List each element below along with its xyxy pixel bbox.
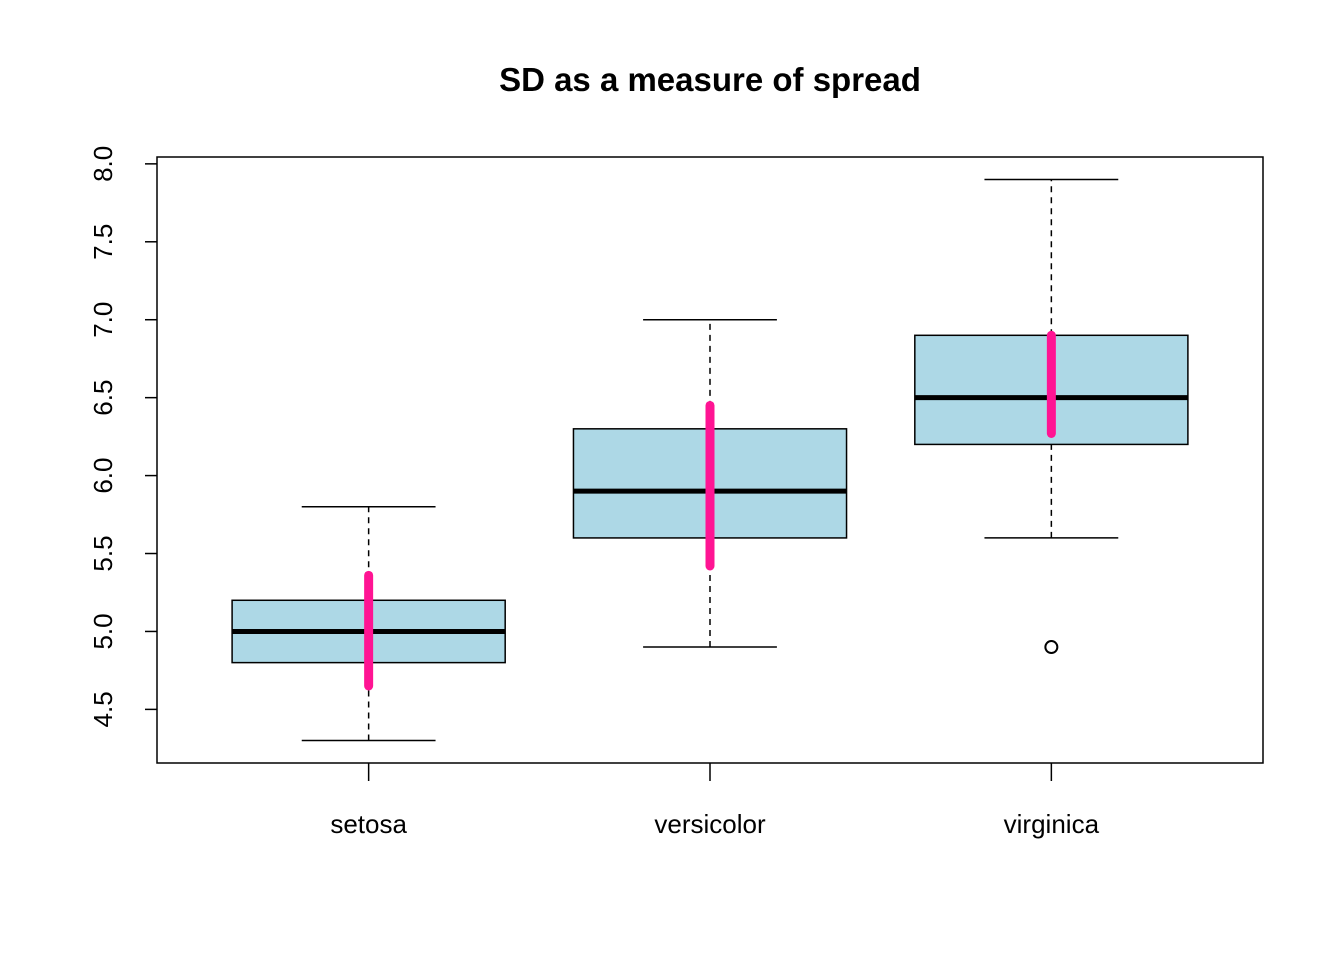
x-tick-label: virginica: [1004, 809, 1100, 839]
outlier: [1044, 640, 1059, 655]
y-tick-label: 7.5: [88, 224, 118, 260]
y-tick-label: 6.5: [88, 380, 118, 416]
y-tick-label: 5.0: [88, 613, 118, 649]
x-tick-label: versicolor: [654, 809, 766, 839]
x-tick-label: setosa: [330, 809, 407, 839]
y-tick-label: 8.0: [88, 146, 118, 182]
y-tick-label: 6.0: [88, 458, 118, 494]
y-tick-label: 7.0: [88, 302, 118, 338]
y-tick-label: 4.5: [88, 691, 118, 727]
y-tick-label: 5.5: [88, 535, 118, 571]
chart-title: SD as a measure of spread: [499, 61, 921, 98]
